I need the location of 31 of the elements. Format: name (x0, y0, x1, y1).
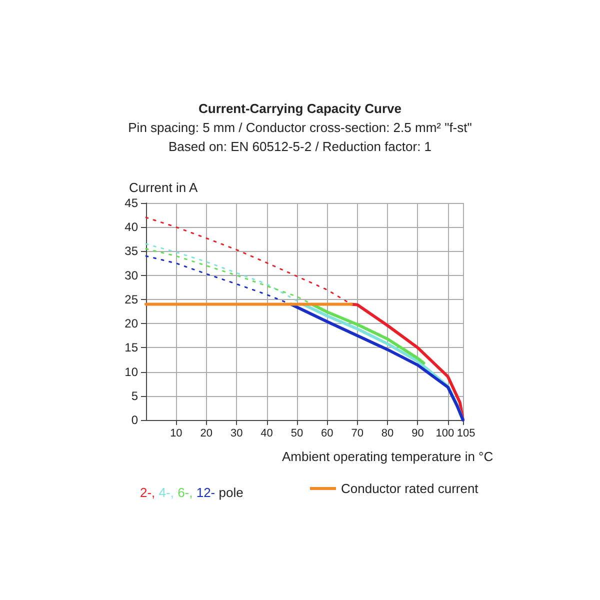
x-tick-label: 80 (381, 428, 394, 440)
x-tick-label: 50 (290, 428, 304, 440)
x-tick-label: 100 (436, 428, 454, 440)
text: 6-, (178, 485, 193, 500)
chart-subtitle: Pin spacing: 5 mm / Conductor cross-section: 2.5 mm² "f-st" Based on: EN 60512-5-2 / Reduction factor: 1 (128, 120, 472, 154)
text: 2-, (140, 485, 156, 500)
x-tick-label: 105 (456, 428, 476, 440)
x-axis-title: Ambient operating temperature in °C (282, 449, 494, 464)
chart-title: Current-Carrying Capacity Curve (198, 101, 402, 116)
x-tick-label: 20 (200, 428, 213, 440)
x-tick-label: 40 (260, 428, 273, 440)
y-tick-label: 10 (124, 364, 138, 379)
y-tick-label: 5 (131, 388, 138, 403)
x-tick-label: 70 (351, 428, 364, 440)
y-axis-title: Current in A (129, 180, 198, 195)
x-tick-label: 10 (170, 428, 182, 440)
y-tick-label: 20 (124, 316, 138, 331)
y-tick-label: 15 (124, 340, 138, 355)
legend-title: pole (215, 485, 244, 500)
y-tick-label: 45 (124, 196, 138, 210)
x-tick-label: 90 (412, 428, 424, 440)
y-tick-label: 30 (124, 268, 138, 282)
y-tick-label: 0 (131, 413, 138, 427)
y-tick-label: 25 (124, 292, 138, 306)
x-tick-label: 60 (321, 428, 334, 440)
y-tick-label: 40 (124, 220, 138, 234)
x-tick-label: 30 (230, 428, 243, 440)
text: 12- (196, 485, 216, 500)
legend-label: Conductor rated current (341, 481, 479, 496)
text: 4-, (158, 485, 174, 500)
y-tick-label: 35 (124, 244, 138, 258)
